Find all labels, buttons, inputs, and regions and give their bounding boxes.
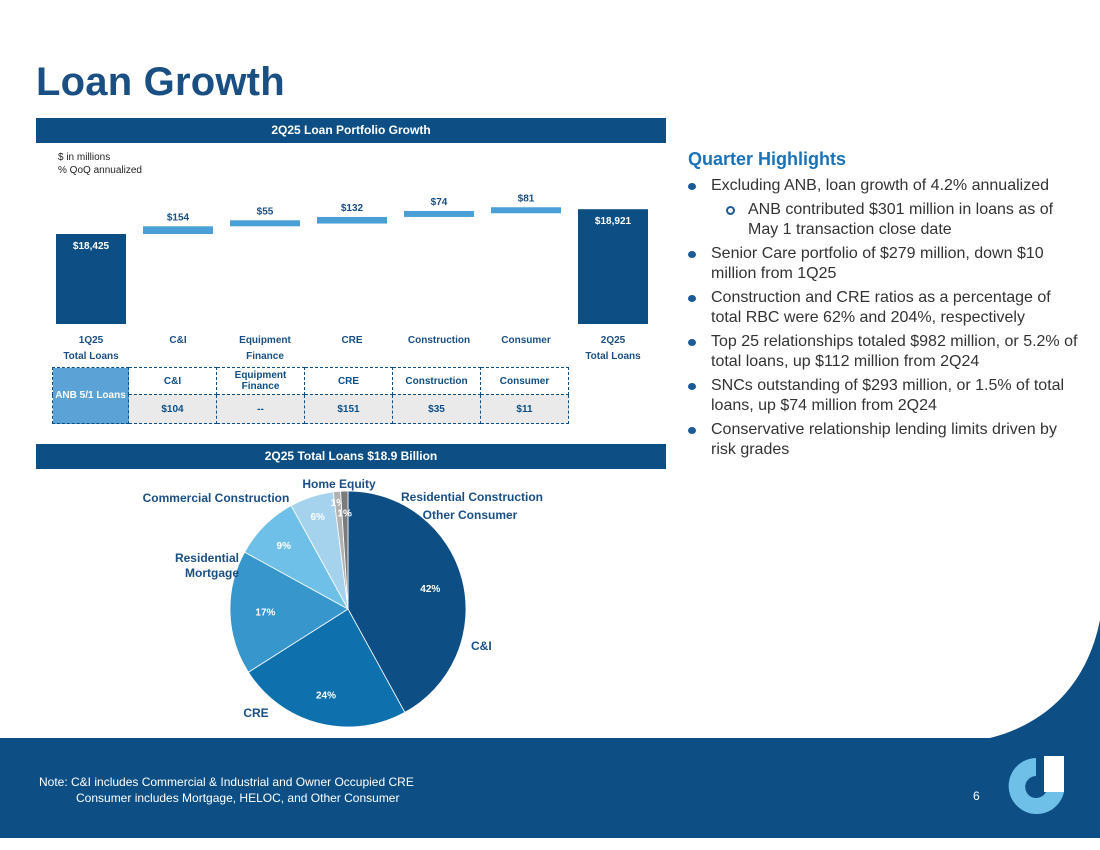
pct-label-candi: 42%: [420, 584, 440, 595]
anb-value-equipment-finance: --: [216, 394, 305, 424]
pct-label-home-equity: 6%: [311, 512, 326, 523]
footer-note-line-2: Consumer includes Mortgage, HELOC, and O…: [76, 791, 400, 805]
highlights-title: Quarter Highlights: [688, 149, 847, 169]
slice-other-consumer: [340, 490, 349, 610]
bar-1q25-total-loans: [56, 234, 126, 324]
company-logo-icon: [1008, 756, 1064, 814]
data-label-ci: $154: [167, 212, 190, 223]
bar-ci: [143, 226, 213, 234]
pct-label-commercial-construction: 9%: [277, 541, 292, 552]
bar-consumer: [491, 207, 561, 214]
anb-value-consumer: $11: [480, 394, 569, 424]
category-label-candi: C&I: [471, 639, 492, 653]
tick-label-1q25-total-loans: 1Q25: [79, 335, 104, 346]
tick-label-construction: Construction: [408, 335, 470, 346]
bar-construction: [404, 210, 474, 217]
anb-header-construction: Construction: [392, 367, 481, 395]
category-label-residential-mortgage: Mortgage: [185, 566, 239, 580]
tick-label-ci: C&I: [169, 335, 186, 346]
tick-label-equipment-finance: Finance: [246, 351, 284, 362]
bar-2q25-total-loans: [578, 209, 648, 324]
category-label-home-equity: Home Equity: [302, 477, 376, 491]
anb-header-equipment-finance: Equipment Finance: [216, 367, 305, 395]
tick-label-1q25-total-loans: Total Loans: [63, 351, 119, 362]
category-label-residential-construction: Residential Construction: [401, 490, 543, 504]
waterfall-chart: $18,425 1Q25 Total Loans $154 C&I $55 Equipmen…: [56, 193, 648, 362]
portfolio-growth-banner: 2Q25 Loan Portfolio Growth: [36, 118, 666, 143]
footer-wave-decoration: [990, 620, 1100, 738]
highlight-item: Conservative relationship lending limits…: [688, 420, 1083, 460]
slice-candi: [347, 490, 467, 713]
anb-row-label: ANB 5/1 Loans: [52, 367, 129, 424]
page-title: Loan Growth: [36, 60, 285, 104]
category-label-commercial-construction: Commercial Construction: [143, 491, 290, 505]
tick-label-2q25-total-loans: 2Q25: [601, 335, 626, 346]
chart-units-note: $ in millions % QoQ annualized: [58, 151, 142, 177]
anb-value-construction: $35: [392, 394, 481, 424]
anb-header-consumer: Consumer: [480, 367, 569, 395]
bar-equipment-finance: [230, 220, 300, 227]
total-loans-banner: 2Q25 Total Loans $18.9 Billion: [36, 444, 666, 469]
data-label-equipment-finance: $55: [257, 206, 274, 217]
slice-cre: [247, 608, 406, 728]
highlights-list: Excluding ANB, loan growth of 4.2% annua…: [688, 176, 1083, 464]
data-label-2q25-total-loans: $18,921: [595, 216, 632, 227]
tick-label-2q25-total-loans: Total Loans: [585, 351, 641, 362]
tick-label-equipment-finance: Equipment: [239, 335, 291, 346]
anb-loans-table: ANB 5/1 Loans C&I Equipment Finance CRE …: [52, 367, 569, 424]
pct-label-cre: 24%: [316, 691, 336, 702]
data-label-1q25-total-loans: $18,425: [73, 241, 110, 252]
category-label-cre: CRE: [243, 706, 268, 720]
category-label-other-consumer: Other Consumer: [423, 508, 518, 522]
pct-label-other-consumer: 1%: [337, 509, 352, 520]
footer-band: [0, 738, 1100, 838]
pct-label-residential-construction: 1%: [331, 498, 346, 509]
data-label-cre: $132: [341, 203, 364, 214]
footer-note-line-1: Note: C&I includes Commercial & Industri…: [39, 775, 414, 789]
slice-residential-mortgage: [229, 551, 349, 673]
units-line-2: % QoQ annualized: [58, 165, 142, 176]
category-label-residential-mortgage: Residential: [175, 551, 239, 565]
bar-cre: [317, 216, 387, 224]
highlight-item: Senior Care portfolio of $279 million, d…: [688, 244, 1083, 284]
units-line-1: $ in millions: [58, 152, 111, 163]
highlight-item: Construction and CRE ratios as a percent…: [688, 288, 1083, 328]
highlight-subitem: ANB contributed $301 million in loans as…: [688, 200, 1083, 240]
highlight-item: SNCs outstanding of $293 million, or 1.5…: [688, 376, 1083, 416]
highlight-item: Top 25 relationships totaled $982 millio…: [688, 332, 1083, 372]
data-label-construction: $74: [431, 197, 448, 208]
data-label-consumer: $81: [518, 193, 535, 204]
anb-header-ci: C&I: [128, 367, 217, 395]
highlight-item: Excluding ANB, loan growth of 4.2% annua…: [688, 176, 1083, 196]
footer-note: Note: C&I includes Commercial & Industri…: [39, 774, 414, 806]
tick-label-cre: CRE: [341, 335, 362, 346]
anb-value-ci: $104: [128, 394, 217, 424]
pct-label-residential-mortgage: 17%: [255, 608, 275, 619]
tick-label-consumer: Consumer: [501, 335, 551, 346]
anb-header-cre: CRE: [304, 367, 393, 395]
anb-value-cre: $151: [304, 394, 393, 424]
page-number: 6: [973, 789, 980, 803]
